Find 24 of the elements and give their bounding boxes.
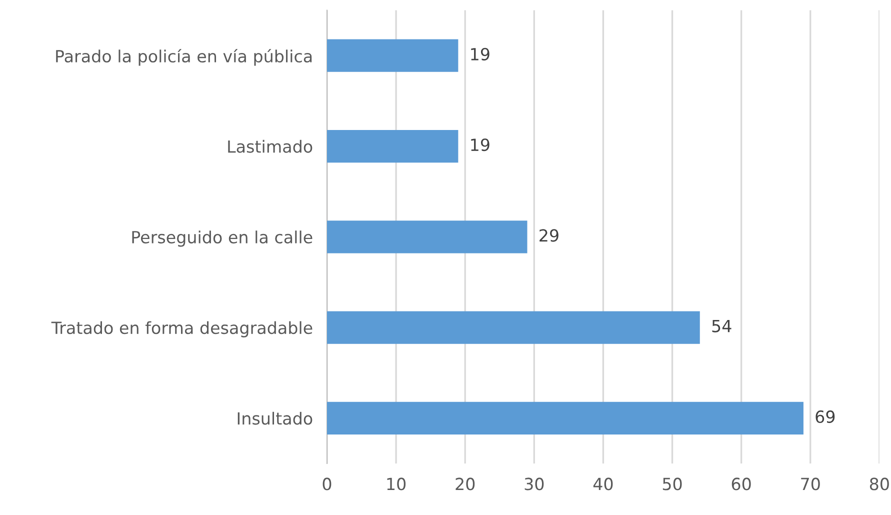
- x-tick-label: 10: [387, 478, 406, 490]
- bar: [326, 402, 804, 434]
- x-tick-label: 50: [662, 478, 682, 490]
- bar: [326, 130, 458, 163]
- data-label: 54: [712, 320, 732, 332]
- bar: [326, 220, 528, 254]
- y-tick-label: Tratado en forma desagradable: [51, 321, 312, 338]
- x-tick-label: 20: [456, 478, 475, 490]
- x-tick-label: 30: [524, 478, 544, 490]
- y-tick-label: Lastimado: [228, 140, 312, 153]
- x-tick-label: 60: [732, 478, 751, 490]
- y-tick-label: Perseguido en la calle: [132, 230, 312, 247]
- data-label: 29: [540, 229, 558, 242]
- bar: [326, 311, 700, 344]
- x-tick-label: 0: [322, 478, 332, 490]
- x-tick-label: 80: [870, 478, 889, 490]
- data-label: 19: [471, 48, 490, 60]
- x-tick-label: 40: [593, 478, 613, 490]
- x-tick-label: 70: [801, 478, 820, 490]
- y-tick-label: Insultado: [238, 412, 312, 425]
- data-label: 69: [816, 410, 835, 424]
- data-label: 19: [471, 138, 490, 152]
- y-tick-label: Parado la policía en vía pública: [56, 48, 312, 66]
- bar: [326, 39, 458, 72]
